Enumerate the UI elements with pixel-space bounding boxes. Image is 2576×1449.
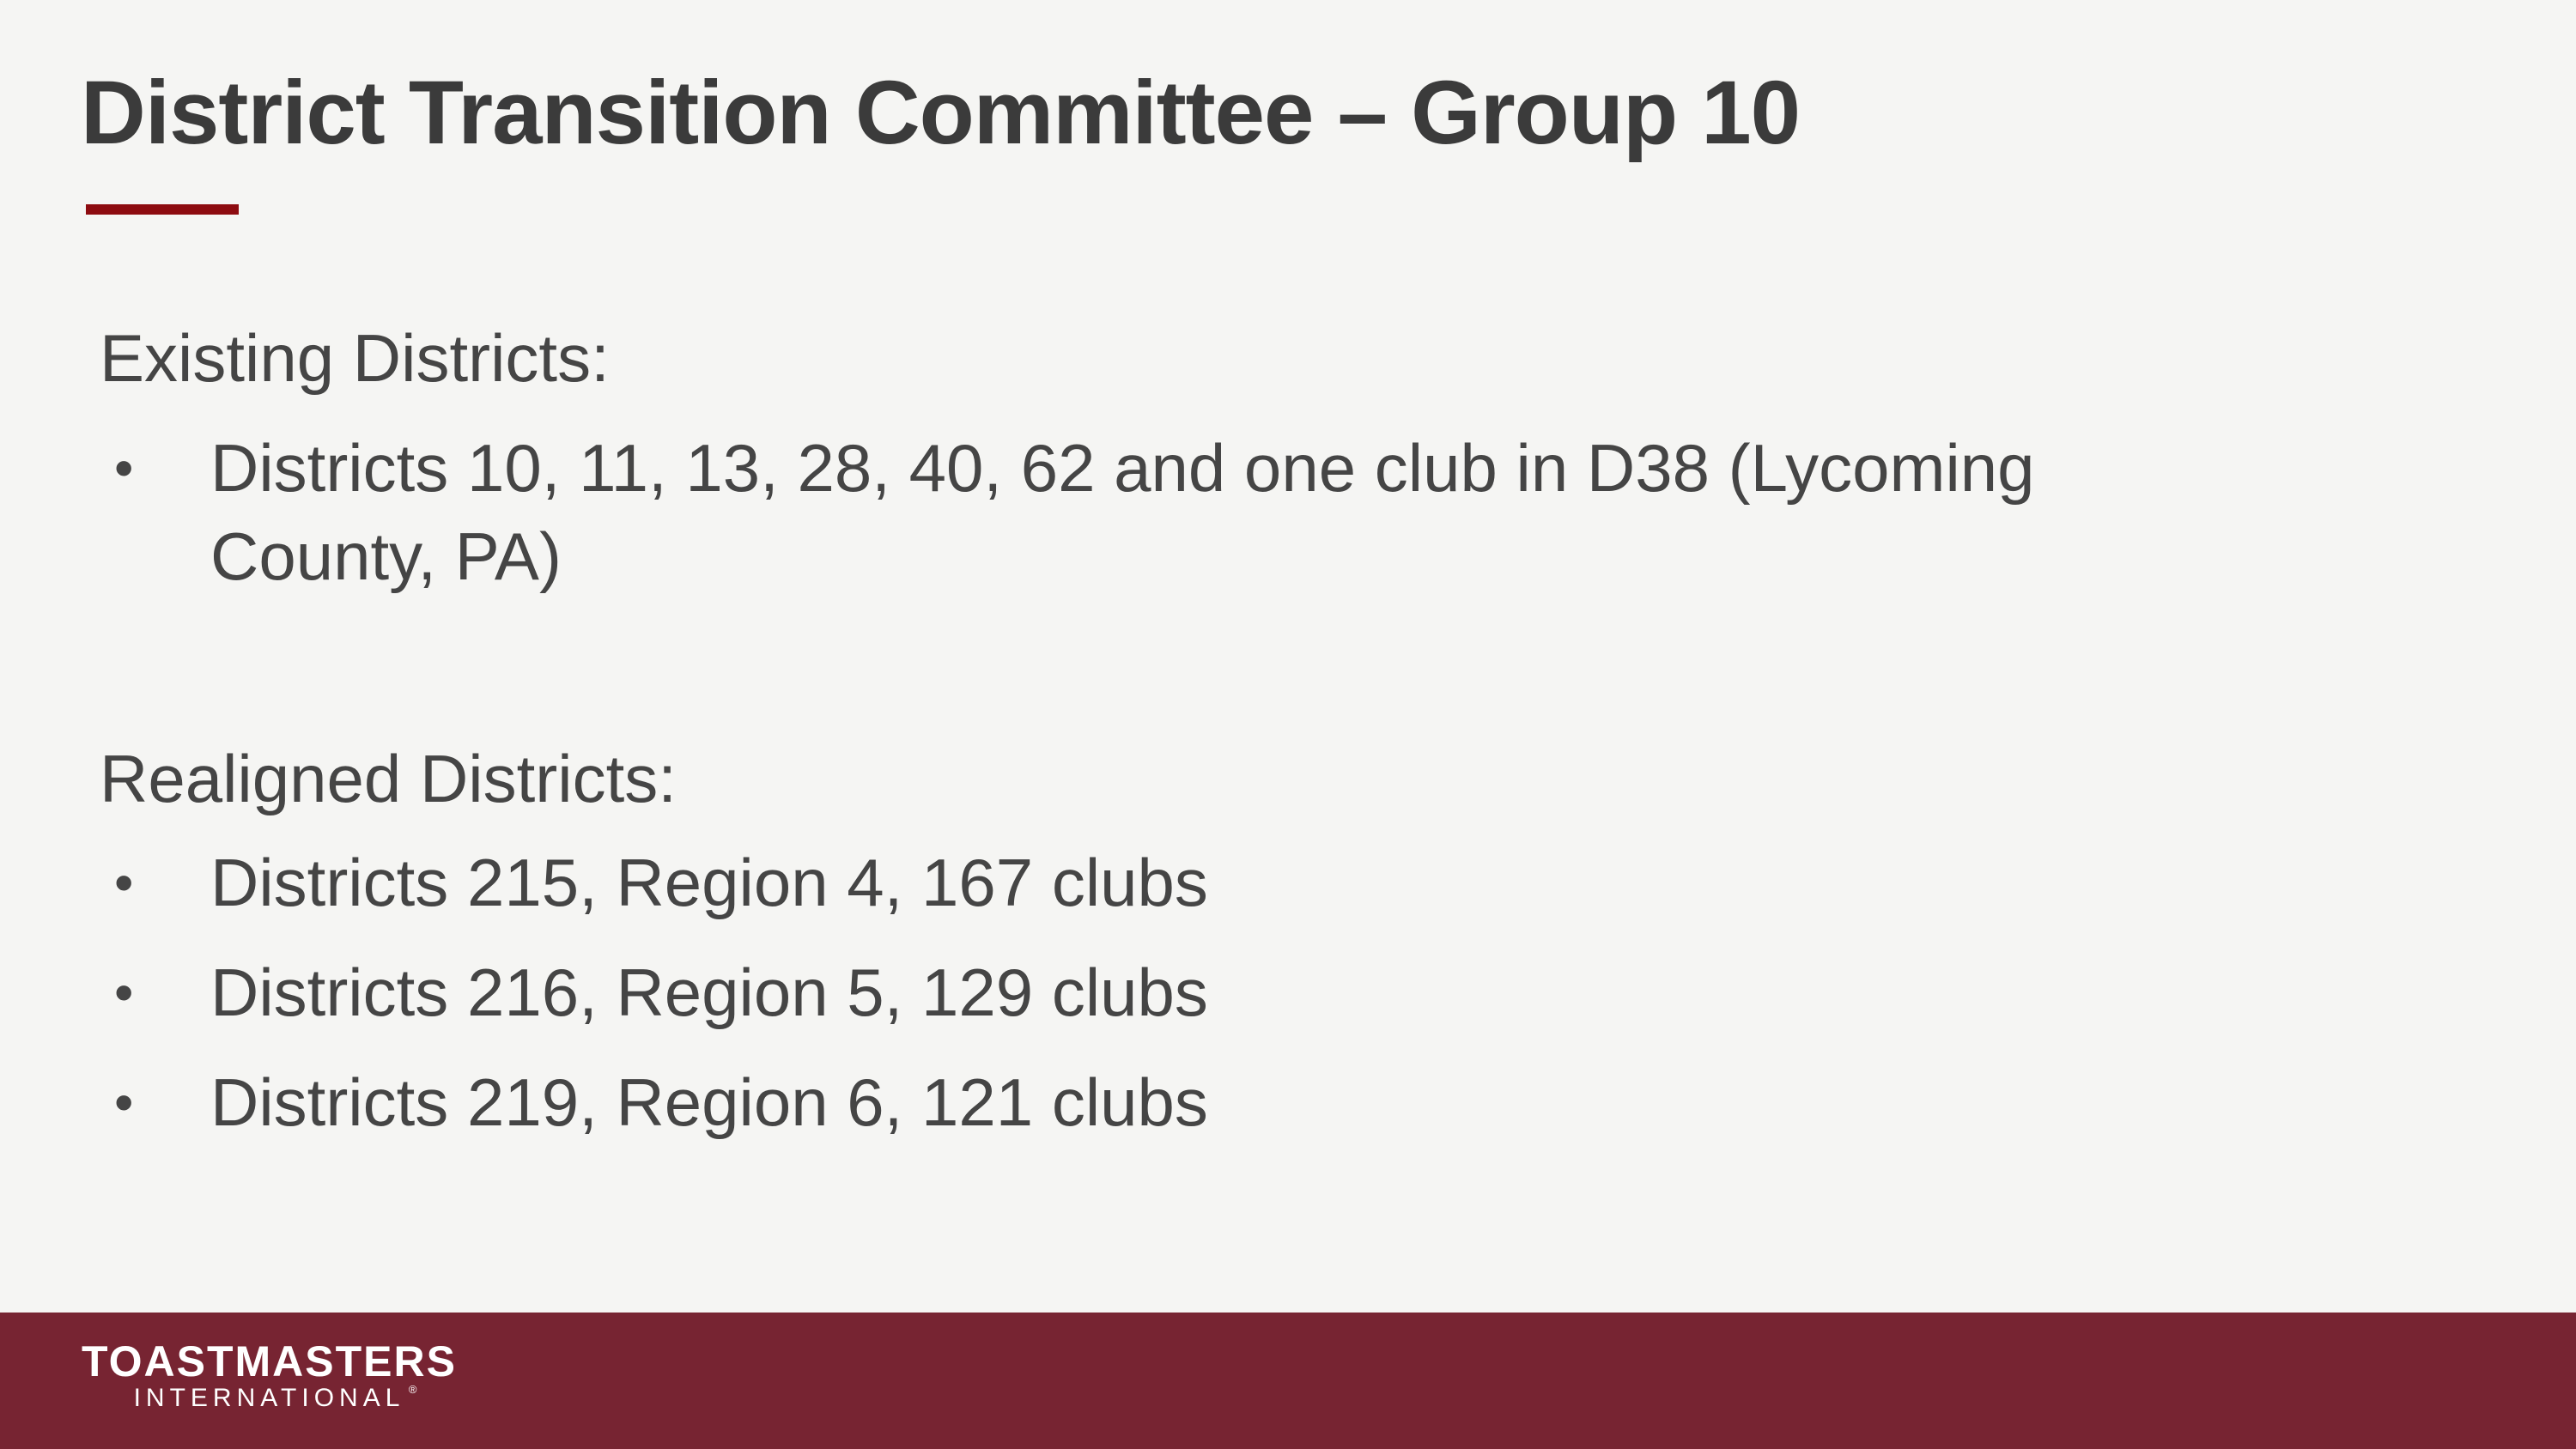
registered-trademark-icon: ® (408, 1383, 417, 1396)
bullet-dot-icon: • (114, 961, 134, 1023)
toastmasters-logo: TOASTMASTERS INTERNATIONAL ® (82, 1339, 457, 1412)
section-heading-existing-districts: Existing Districts: (100, 320, 610, 396)
bullet-line: Districts 216, Region 5, 129 clubs (210, 955, 1208, 1030)
logo-secondary-wrap: INTERNATIONAL ® (133, 1383, 417, 1412)
bullet-item: • Districts 216, Region 5, 129 clubs (114, 949, 1208, 1037)
slide-title: District Transition Committee – Group 10 (81, 63, 1801, 163)
title-accent-underline (86, 204, 239, 215)
logo-primary-text: TOASTMASTERS (82, 1337, 457, 1385)
bullet-dot-icon: • (114, 1071, 134, 1133)
bullet-line: Districts 10, 11, 13, 28, 40, 62 and one… (210, 430, 2035, 506)
bullet-item: • Districts 219, Region 6, 121 clubs (114, 1058, 1208, 1147)
logo-secondary-text: INTERNATIONAL (133, 1384, 405, 1412)
bullet-line: Districts 219, Region 6, 121 clubs (210, 1064, 1208, 1140)
bullet-text: Districts 10, 11, 13, 28, 40, 62 and one… (210, 424, 2035, 601)
bullet-line: Districts 215, Region 4, 167 clubs (210, 845, 1208, 920)
bullet-item: • Districts 215, Region 4, 167 clubs (114, 839, 1208, 927)
footer-bar: TOASTMASTERS INTERNATIONAL ® (0, 1313, 2576, 1449)
bullet-dot-icon: • (114, 852, 134, 913)
bullet-item: • Districts 10, 11, 13, 28, 40, 62 and o… (114, 424, 2035, 601)
bullet-dot-icon: • (114, 437, 134, 499)
section-heading-realigned-districts: Realigned Districts: (100, 741, 677, 816)
bullet-line: County, PA) (210, 518, 562, 594)
